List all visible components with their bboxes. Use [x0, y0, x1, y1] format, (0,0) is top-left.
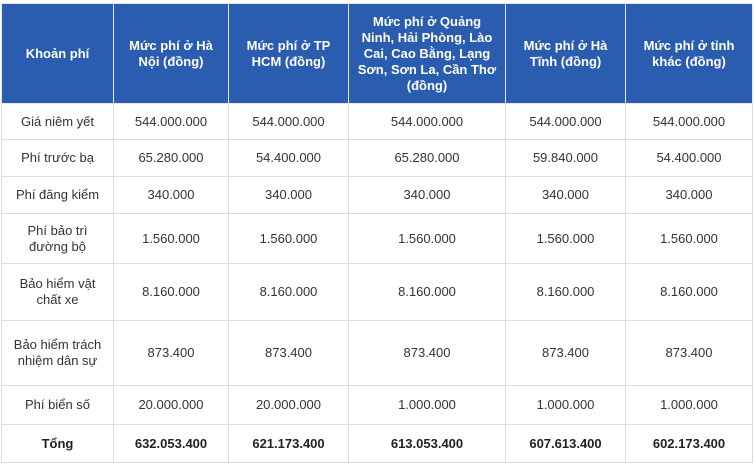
fee-value-cell: 8.160.000 — [348, 263, 506, 321]
fee-value-cell: 20.000.000 — [228, 385, 349, 425]
table-row: Giá niêm yết 544.000.000 544.000.000 544.00… — [1, 103, 753, 140]
fee-table: Khoản phí Mức phí ở Hà Nội (đồng) Mức ph… — [1, 3, 753, 463]
table-row: Phí bảo trì đường bộ 1.560.000 1.560.000 1.… — [1, 213, 753, 264]
fee-value-cell: 65.280.000 — [113, 139, 229, 177]
fee-value-cell: 873.400 — [228, 320, 349, 386]
fee-value-cell: 873.400 — [505, 320, 626, 386]
fee-value-cell: 340.000 — [625, 176, 753, 214]
table-row: Bảo hiểm vật chất xe 8.160.000 8.160.000 8.… — [1, 263, 753, 321]
fee-label-cell: Phí đăng kiểm — [1, 176, 114, 214]
fee-value-cell: 340.000 — [505, 176, 626, 214]
total-row: Tổng 632.053.400 621.173.400 613.053.400 607… — [1, 424, 753, 463]
fee-value-cell: 613.053.400 — [348, 424, 506, 463]
fee-value-cell: 1.000.000 — [505, 385, 626, 425]
fee-value-cell: 1.560.000 — [505, 213, 626, 264]
header-cell: Mức phí ở Hà Tĩnh (đồng) — [505, 3, 626, 104]
fee-value-cell: 8.160.000 — [228, 263, 349, 321]
fee-value-cell: 340.000 — [348, 176, 506, 214]
fee-label-cell: Bảo hiểm vật chất xe — [1, 263, 114, 321]
header-row: Khoản phí Mức phí ở Hà Nội (đồng) Mức ph… — [1, 3, 753, 104]
fee-value-cell: 1.000.000 — [348, 385, 506, 425]
fee-value-cell: 8.160.000 — [625, 263, 753, 321]
fee-value-cell: 1.560.000 — [625, 213, 753, 264]
fee-value-cell: 544.000.000 — [505, 103, 626, 140]
fee-label-cell: Phí trước bạ — [1, 139, 114, 177]
header-cell: Mức phí ở Quảng Ninh, Hải Phòng, Lào Cai… — [348, 3, 506, 104]
fee-value-cell: 544.000.000 — [625, 103, 753, 140]
fee-label-cell: Phí biển số — [1, 385, 114, 425]
fee-value-cell: 1.000.000 — [625, 385, 753, 425]
fee-value-cell: 873.400 — [625, 320, 753, 386]
table-row: Phí biển số 20.000.000 20.000.000 1.000.000… — [1, 385, 753, 425]
fee-value-cell: 632.053.400 — [113, 424, 229, 463]
fee-value-cell: 544.000.000 — [113, 103, 229, 140]
header-cell: Mức phí ở TP HCM (đồng) — [228, 3, 349, 104]
fee-value-cell: 54.400.000 — [228, 139, 349, 177]
header-cell: Mức phí ở tỉnh khác (đồng) — [625, 3, 753, 104]
fee-value-cell: 65.280.000 — [348, 139, 506, 177]
fee-value-cell: 873.400 — [348, 320, 506, 386]
fee-label-cell: Bảo hiểm trách nhiệm dân sự — [1, 320, 114, 386]
fee-value-cell: 544.000.000 — [348, 103, 506, 140]
fee-value-cell: 20.000.000 — [113, 385, 229, 425]
header-cell: Mức phí ở Hà Nội (đồng) — [113, 3, 229, 104]
fee-value-cell: 602.173.400 — [625, 424, 753, 463]
fee-value-cell: 54.400.000 — [625, 139, 753, 177]
header-cell: Khoản phí — [1, 3, 114, 104]
fee-value-cell: 621.173.400 — [228, 424, 349, 463]
fee-value-cell: 544.000.000 — [228, 103, 349, 140]
fee-value-cell: 8.160.000 — [113, 263, 229, 321]
fee-value-cell: 59.840.000 — [505, 139, 626, 177]
fee-value-cell: 340.000 — [228, 176, 349, 214]
fee-value-cell: 8.160.000 — [505, 263, 626, 321]
fee-value-cell: 873.400 — [113, 320, 229, 386]
fee-label-cell: Phí bảo trì đường bộ — [1, 213, 114, 264]
fee-value-cell: 607.613.400 — [505, 424, 626, 463]
fee-value-cell: 340.000 — [113, 176, 229, 214]
table-row: Phí trước bạ 65.280.000 54.400.000 65.280.0… — [1, 139, 753, 177]
fee-value-cell: 1.560.000 — [228, 213, 349, 264]
fee-value-cell: 1.560.000 — [113, 213, 229, 264]
table-row: Bảo hiểm trách nhiệm dân sự 873.400 873.40… — [1, 320, 753, 386]
table-row: Phí đăng kiểm 340.000 340.000 340.000 340.00… — [1, 176, 753, 214]
fee-value-cell: 1.560.000 — [348, 213, 506, 264]
fee-label-cell: Tổng — [1, 424, 114, 463]
fee-label-cell: Giá niêm yết — [1, 103, 114, 140]
